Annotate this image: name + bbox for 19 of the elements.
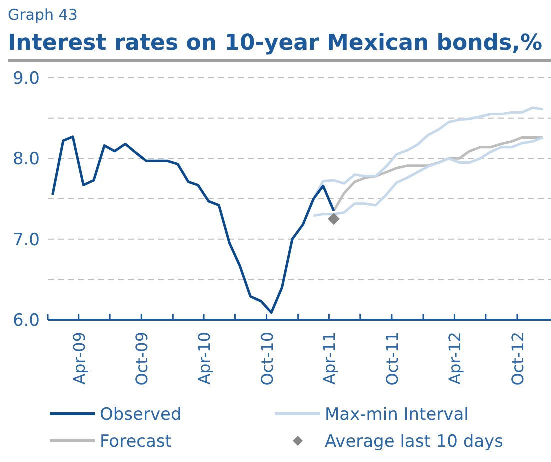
x-tick-label: Apr-12 [446,332,465,385]
chart-title: Interest rates on 10-year Mexican bonds,% [8,31,543,56]
y-tick-label: 7.0 [12,230,40,250]
legend-label: Max-min Interval [325,405,469,425]
line-series [52,136,336,314]
y-tick-label: 9.0 [12,69,40,89]
y-tick-label: 6.0 [12,311,40,331]
y-tick-label: 8.0 [12,150,40,170]
x-tick-label: Apr-09 [70,332,89,385]
x-tick-label: Apr-10 [195,332,214,385]
x-tick-label: Oct-09 [132,332,152,386]
legend-label: Observed [100,405,182,425]
x-tick-label: Oct-10 [258,332,277,386]
chart-subtitle: Graph 43 [8,6,78,24]
legend-label: Average last 10 days [325,432,504,452]
x-tick-label: Oct-11 [382,332,402,386]
x-tick-label: Apr-11 [320,332,340,385]
x-tick-label: Oct-12 [508,332,528,386]
legend-label: Forecast [100,432,172,452]
